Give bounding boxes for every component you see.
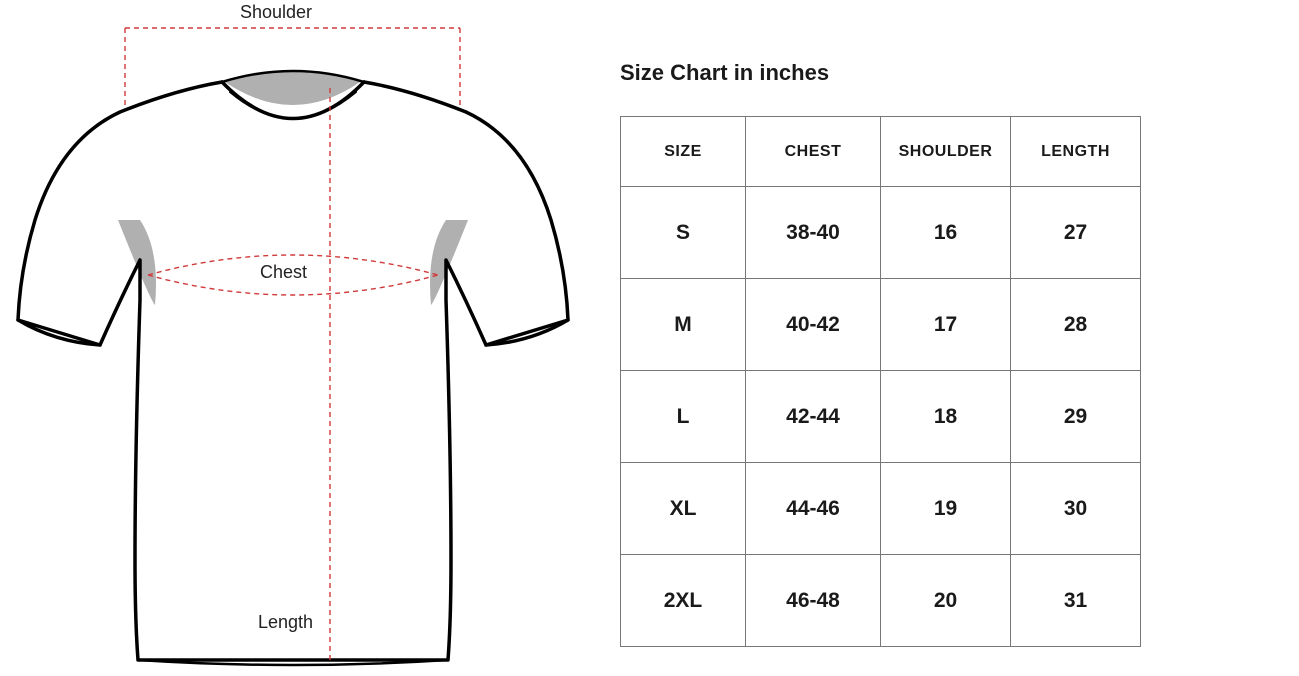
cell-chest: 44-46 [746, 463, 881, 555]
table-row: L 42-44 18 29 [621, 371, 1141, 463]
cell-chest: 42-44 [746, 371, 881, 463]
cell-chest: 40-42 [746, 279, 881, 371]
header-chest: CHEST [746, 117, 881, 187]
cell-size: 2XL [621, 555, 746, 647]
header-shoulder: SHOULDER [881, 117, 1011, 187]
cell-length: 29 [1011, 371, 1141, 463]
cell-shoulder: 16 [881, 187, 1011, 279]
size-guide-container: Shoulder Chest Length Size Chart in inch… [0, 0, 1299, 676]
tshirt-diagram-svg [0, 0, 600, 676]
header-length: LENGTH [1011, 117, 1141, 187]
tshirt-diagram-panel: Shoulder Chest Length [0, 0, 600, 676]
cell-shoulder: 19 [881, 463, 1011, 555]
table-row: M 40-42 17 28 [621, 279, 1141, 371]
size-chart-table: SIZE CHEST SHOULDER LENGTH S 38-40 16 27… [620, 116, 1141, 647]
cell-length: 27 [1011, 187, 1141, 279]
length-label: Length [258, 612, 313, 633]
cell-size: XL [621, 463, 746, 555]
cell-length: 31 [1011, 555, 1141, 647]
cell-length: 28 [1011, 279, 1141, 371]
tshirt-outline [18, 71, 568, 665]
cell-chest: 38-40 [746, 187, 881, 279]
cell-chest: 46-48 [746, 555, 881, 647]
table-row: S 38-40 16 27 [621, 187, 1141, 279]
size-chart-header-row: SIZE CHEST SHOULDER LENGTH [621, 117, 1141, 187]
table-row: XL 44-46 19 30 [621, 463, 1141, 555]
cell-size: L [621, 371, 746, 463]
size-chart-panel: Size Chart in inches SIZE CHEST SHOULDER… [600, 0, 1141, 676]
header-size: SIZE [621, 117, 746, 187]
cell-size: M [621, 279, 746, 371]
size-chart-title: Size Chart in inches [620, 60, 1141, 86]
chest-label: Chest [260, 262, 307, 283]
cell-shoulder: 18 [881, 371, 1011, 463]
cell-shoulder: 17 [881, 279, 1011, 371]
cell-shoulder: 20 [881, 555, 1011, 647]
shoulder-label: Shoulder [240, 2, 312, 23]
cell-length: 30 [1011, 463, 1141, 555]
table-row: 2XL 46-48 20 31 [621, 555, 1141, 647]
cell-size: S [621, 187, 746, 279]
